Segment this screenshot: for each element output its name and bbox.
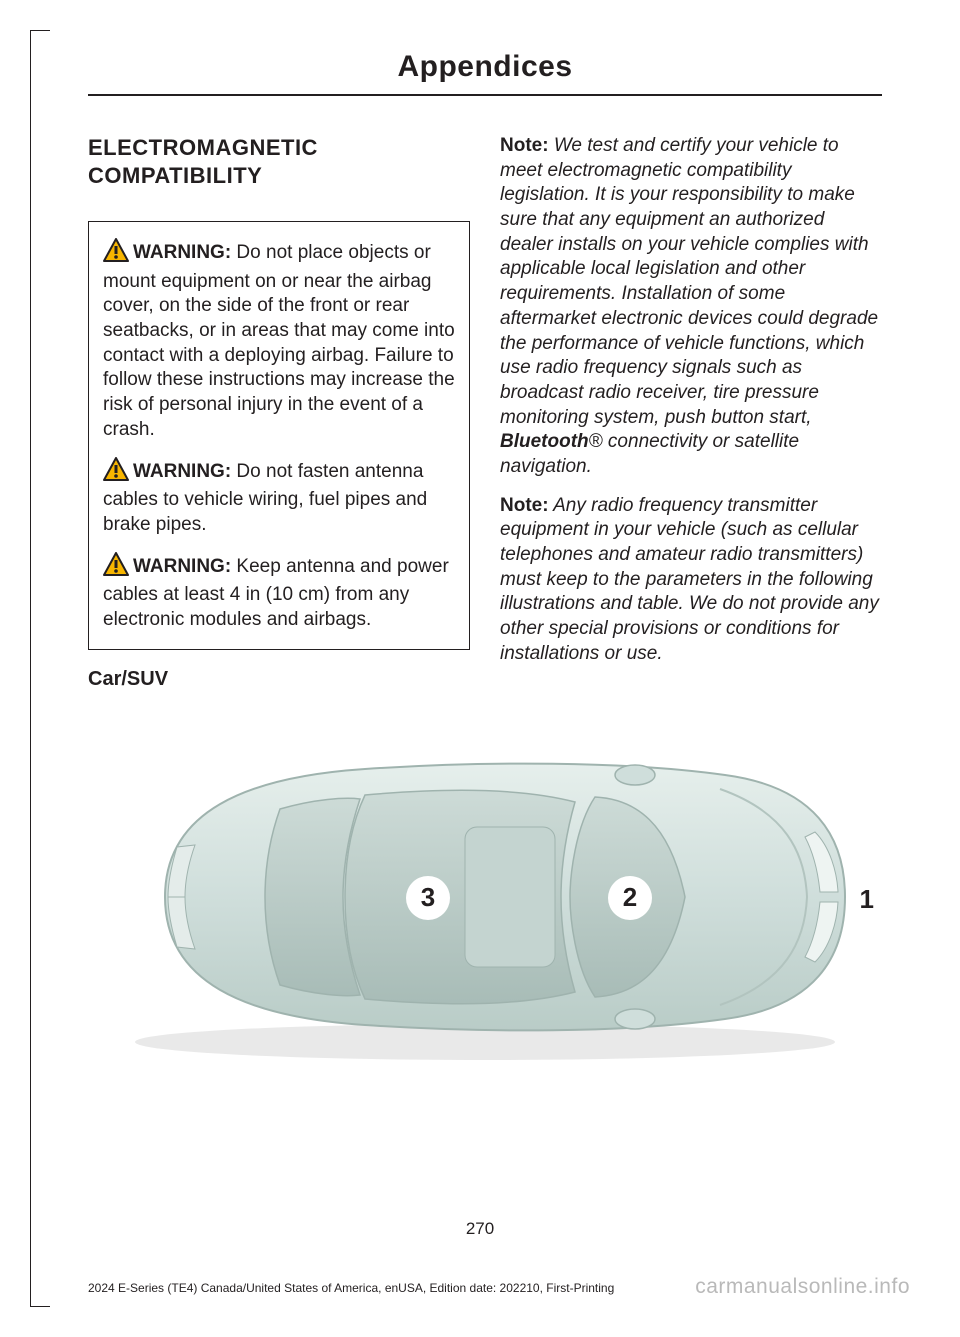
diagram-callout-1: 1 <box>860 884 874 915</box>
note-paragraph: Note: Any radio frequency transmitter eq… <box>500 494 882 667</box>
column-left: ELECTROMAGNETIC COMPATIBILITY WARNING: D… <box>88 134 470 691</box>
car-top-view-svg <box>105 717 865 1077</box>
warning-label: WARNING: <box>133 461 231 482</box>
page-content: Appendices ELECTROMAGNETIC COMPATIBILITY… <box>0 0 960 1077</box>
page-number: 270 <box>0 1219 960 1239</box>
diagram-callout-3: 3 <box>406 876 450 920</box>
note-paragraph: Note: We test and certify your vehicle t… <box>500 134 882 480</box>
warning-icon <box>103 238 129 270</box>
note-text-pre: Any radio frequency transmitter equipmen… <box>500 495 879 664</box>
warning-text: Do not place objects or mount equipment … <box>103 242 455 440</box>
warning-icon <box>103 552 129 584</box>
sub-heading: Car/SUV <box>88 668 470 691</box>
warning-paragraph: WARNING: Do not place objects or mount e… <box>103 238 455 443</box>
warning-label: WARNING: <box>133 556 231 577</box>
section-heading: ELECTROMAGNETIC COMPATIBILITY <box>88 134 470 189</box>
warning-paragraph: WARNING: Do not fasten antenna cables to… <box>103 457 455 538</box>
footer-edition-info: 2024 E-Series (TE4) Canada/United States… <box>88 1281 614 1295</box>
note-label: Note: <box>500 495 549 516</box>
warning-box: WARNING: Do not place objects or mount e… <box>88 221 470 650</box>
note-bold: Bluetooth <box>500 431 589 452</box>
two-column-layout: ELECTROMAGNETIC COMPATIBILITY WARNING: D… <box>88 134 882 691</box>
chapter-title: Appendices <box>88 50 882 96</box>
footer-watermark: carmanualsonline.info <box>695 1275 910 1299</box>
note-label: Note: <box>500 135 549 156</box>
note-text-pre: We test and certify your vehicle to meet… <box>500 135 878 428</box>
warning-label: WARNING: <box>133 242 231 263</box>
car-diagram: 3 2 1 <box>88 717 882 1077</box>
warning-icon <box>103 457 129 489</box>
warning-paragraph: WARNING: Keep antenna and power cables a… <box>103 552 455 633</box>
column-right: Note: We test and certify your vehicle t… <box>500 134 882 691</box>
diagram-callout-2: 2 <box>608 876 652 920</box>
page-crop-marks <box>30 30 50 1307</box>
